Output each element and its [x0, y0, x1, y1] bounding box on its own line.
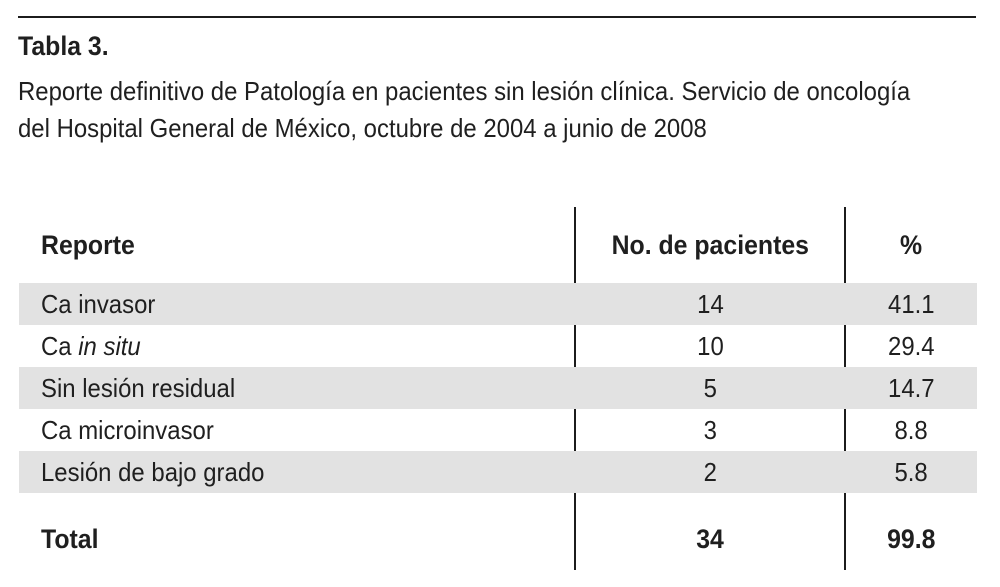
table-caption: Reporte definitivo de Patología en pacie…: [18, 73, 988, 147]
table-row: Sin lesión residual 5 14.7: [19, 367, 977, 409]
col-header-reporte: Reporte: [41, 229, 135, 260]
cell-percent: 8.8: [894, 414, 928, 445]
cell-total-label: Total: [41, 523, 99, 554]
table-row: Lesión de bajo grado 2 5.8: [19, 451, 977, 493]
cell-patient-count: 5: [703, 372, 717, 403]
data-table: Reporte No. de pacientes % Ca invasor 14…: [19, 207, 977, 561]
cell-percent: 5.8: [894, 456, 928, 487]
total-row-spacer: [19, 493, 977, 517]
table-caption-line-2: del Hospital General de México, octubre …: [18, 113, 707, 143]
cell-patient-count: 2: [703, 456, 717, 487]
cell-percent: 14.7: [887, 372, 935, 403]
table-title: Tabla 3.: [18, 31, 117, 62]
label-italic: in situ: [78, 330, 141, 361]
cell-total-percent: 99.8: [886, 523, 936, 554]
table-row: Ca invasor 14 41.1: [19, 283, 977, 325]
table-title-text: Tabla 3.: [18, 31, 109, 61]
cell-percent: 41.1: [887, 288, 935, 319]
total-row: Total 34 99.8: [19, 517, 977, 561]
table-caption-line-1: Reporte definitivo de Patología en pacie…: [18, 76, 911, 106]
cell-report-label: Ca in situ: [19, 331, 575, 362]
table-header-row: Reporte No. de pacientes %: [19, 207, 977, 283]
cell-patient-count: 14: [696, 288, 724, 319]
col-header-no-pacientes: No. de pacientes: [611, 229, 809, 260]
label-prefix: Ca: [41, 330, 79, 361]
cell-report-label: Ca microinvasor: [41, 414, 214, 445]
cell-patient-count: 3: [703, 414, 717, 445]
cell-percent: 29.4: [887, 330, 935, 361]
cell-total-patient-count: 34: [696, 523, 724, 554]
col-header-percent: %: [899, 229, 923, 260]
cell-patient-count: 10: [696, 330, 724, 361]
table-row: Ca microinvasor 3 8.8: [19, 409, 977, 451]
top-rule: [18, 16, 976, 18]
cell-report-label: Ca invasor: [41, 288, 156, 319]
cell-report-label: Sin lesión residual: [41, 372, 236, 403]
table-row: Ca in situ 10 29.4: [19, 325, 977, 367]
cell-report-label: Lesión de bajo grado: [41, 456, 265, 487]
